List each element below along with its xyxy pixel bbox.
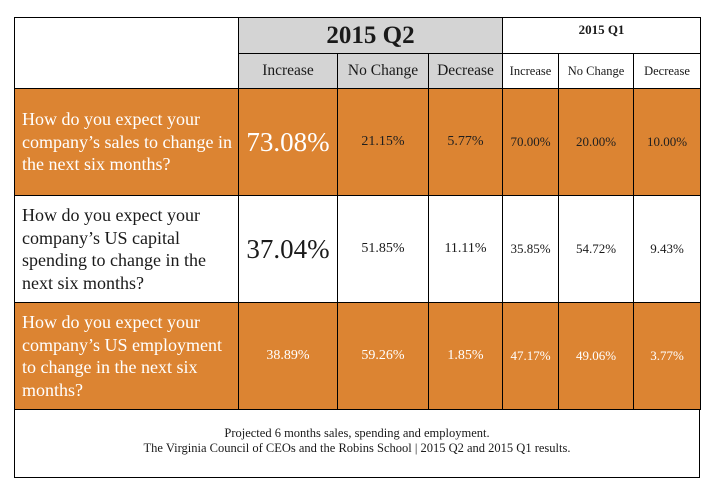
current-period-title: 2015 Q2 [238,17,503,54]
question-capital-spending: How do you expect your company’s US capi… [14,195,239,303]
capital-q2-decrease: 11.11% [428,195,503,303]
capital-q1-increase: 35.85% [502,195,559,303]
sales-q2-decrease: 5.77% [428,88,503,196]
table-row-capital-spending: How do you expect your company’s US capi… [14,195,701,303]
survey-table: 2015 Q2 2015 Q1 Increase No Change Decre… [14,17,701,410]
q2-no-change-header: No Change [337,53,429,89]
column-header-row: Increase No Change Decrease Increase No … [15,53,701,89]
q2-increase-header: Increase [238,53,338,89]
table-row-sales: How do you expect your company’s sales t… [14,88,701,196]
q2-decrease-header: Decrease [428,53,503,89]
q1-no-change-header: No Change [558,53,634,89]
sales-q2-increase: 73.08% [238,88,338,196]
q1-increase-header: Increase [502,53,559,89]
employment-q2-no-change: 59.26% [337,302,429,410]
table-row-employment: How do you expect your company’s US empl… [14,302,701,410]
sales-q1-increase: 70.00% [502,88,559,196]
footer-line-1: Projected 6 months sales, spending and e… [224,426,490,440]
capital-q1-no-change: 54.72% [558,195,634,303]
footer-line-2: The Virginia Council of CEOs and the Rob… [143,441,571,455]
sales-q1-no-change: 20.00% [558,88,634,196]
employment-q1-no-change: 49.06% [558,302,634,410]
capital-q2-no-change: 51.85% [337,195,429,303]
corner-cell [14,17,239,89]
employment-q2-decrease: 1.85% [428,302,503,410]
footer-caption: Projected 6 months sales, spending and e… [14,426,700,456]
q1-decrease-header: Decrease [633,53,701,89]
capital-q2-increase: 37.04% [238,195,338,303]
employment-q2-increase: 38.89% [238,302,338,410]
previous-period-title: 2015 Q1 [502,17,701,54]
sales-q2-no-change: 21.15% [337,88,429,196]
question-employment: How do you expect your company’s US empl… [14,302,239,410]
employment-q1-increase: 47.17% [502,302,559,410]
period-header-row: 2015 Q2 2015 Q1 [14,17,701,89]
sales-q1-decrease: 10.00% [633,88,701,196]
question-sales: How do you expect your company’s sales t… [14,88,239,196]
capital-q1-decrease: 9.43% [633,195,701,303]
employment-q1-decrease: 3.77% [633,302,701,410]
